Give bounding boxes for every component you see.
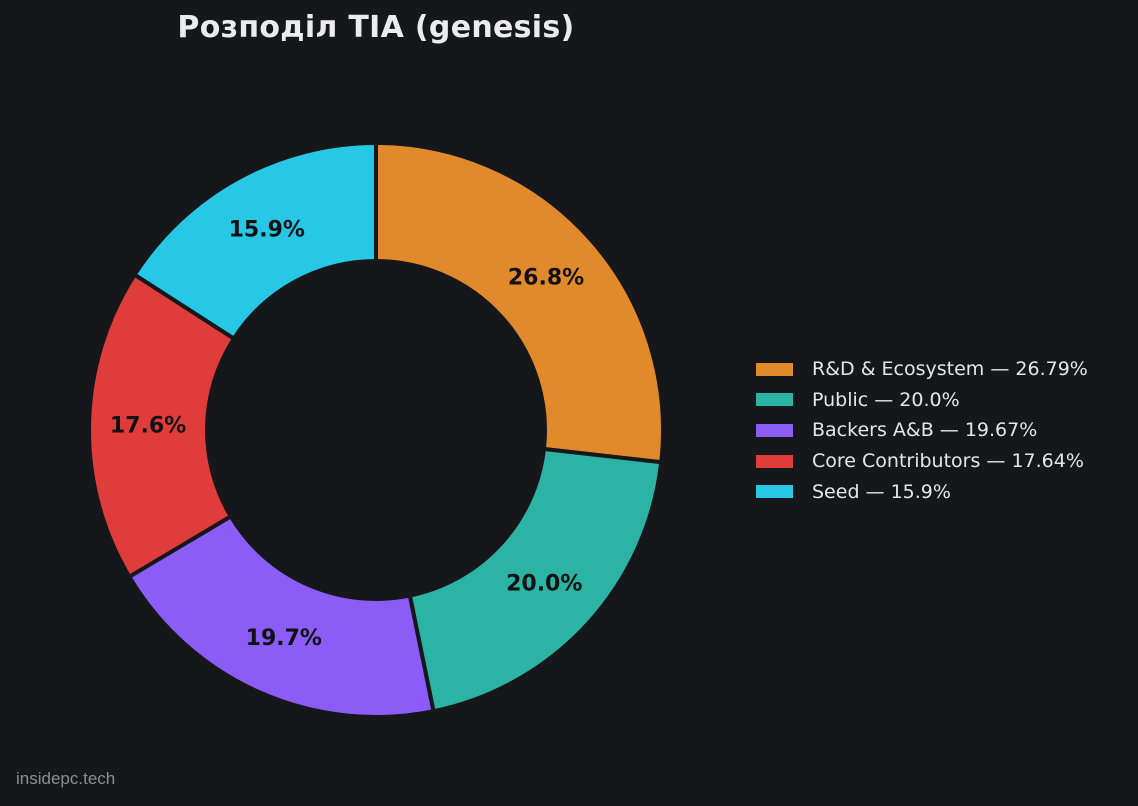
legend-item: Seed — 15.9% xyxy=(756,476,1088,507)
legend-label: R&D & Ecosystem — 26.79% xyxy=(812,358,1088,381)
legend-label: Seed — 15.9% xyxy=(812,480,951,503)
watermark: insidepc.tech xyxy=(16,769,116,788)
slice-r-d-ecosystem xyxy=(374,141,665,465)
legend-label: Backers A&B — 19.67% xyxy=(812,419,1038,442)
legend: R&D & Ecosystem — 26.79% Public — 20.0% Ba… xyxy=(756,354,1088,507)
slice-seed xyxy=(132,141,378,341)
chart-title: Розподіл TIA (genesis) xyxy=(177,10,575,45)
legend-swatch xyxy=(756,362,793,376)
slice-label: 20.0% xyxy=(506,571,582,596)
legend-swatch xyxy=(756,454,793,468)
legend-item: R&D & Ecosystem — 26.79% xyxy=(756,354,1088,385)
slice-label: 17.6% xyxy=(110,413,186,438)
slice-public xyxy=(407,446,664,714)
donut-chart: 26.8% 20.0% 19.7% 17.6% 15.9% xyxy=(87,141,665,719)
legend-item: Public — 20.0% xyxy=(756,385,1088,416)
legend-swatch xyxy=(756,423,793,437)
legend-swatch xyxy=(756,485,793,499)
slices-group xyxy=(87,141,665,719)
slice-core-contributors xyxy=(87,272,236,579)
legend-label: Public — 20.0% xyxy=(812,388,960,411)
slice-backers-a-b xyxy=(127,514,436,719)
slice-label: 15.9% xyxy=(229,217,305,242)
slice-label: 19.7% xyxy=(246,626,322,651)
legend-item: Core Contributors — 17.64% xyxy=(756,446,1088,477)
legend-label: Core Contributors — 17.64% xyxy=(812,450,1084,473)
legend-item: Backers A&B — 19.67% xyxy=(756,415,1088,446)
slice-labels-group: 26.8% 20.0% 19.7% 17.6% 15.9% xyxy=(110,217,584,651)
legend-swatch xyxy=(756,393,793,407)
slice-label: 26.8% xyxy=(508,266,584,291)
